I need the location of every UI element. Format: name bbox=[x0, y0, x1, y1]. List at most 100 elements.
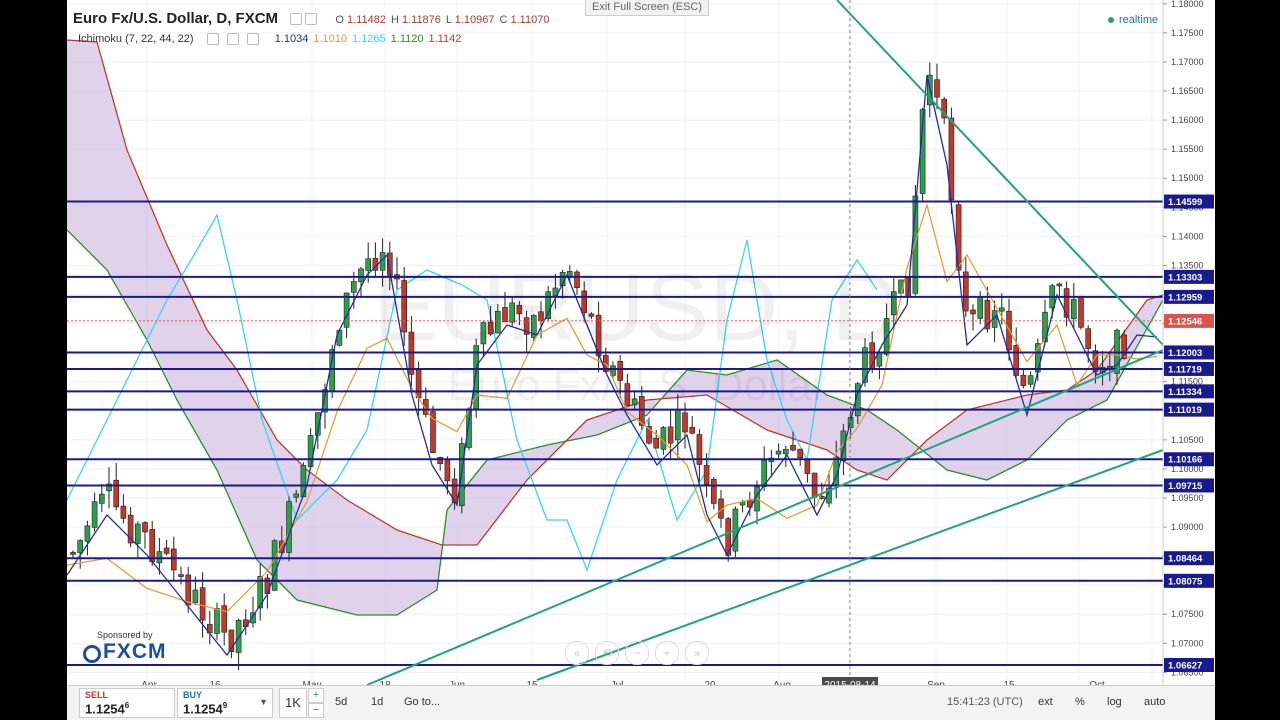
candle-body bbox=[653, 437, 660, 449]
settings-icon[interactable] bbox=[226, 33, 239, 46]
price-tick-label: 1.07000 bbox=[1171, 638, 1204, 648]
price-tick-label: 1.06500 bbox=[1171, 667, 1204, 677]
ohlc-key: C bbox=[499, 14, 508, 26]
eye-icon[interactable] bbox=[206, 33, 219, 46]
level-price-label: 1.08464 bbox=[1168, 554, 1203, 565]
candle-body bbox=[516, 304, 523, 315]
indicator-value: 1.1034 bbox=[274, 33, 309, 45]
close-icon[interactable] bbox=[246, 33, 259, 46]
level-price-label: 1.13303 bbox=[1168, 272, 1202, 283]
level-price-label: 1.12959 bbox=[1168, 292, 1202, 303]
indicator-name[interactable]: Ichimoku (7, 22, 44, 22) bbox=[78, 33, 194, 45]
candle-body bbox=[710, 478, 717, 504]
price-tick-label: 1.10500 bbox=[1171, 435, 1204, 445]
candle-body bbox=[451, 478, 458, 503]
price-tick-label: 1.10000 bbox=[1171, 464, 1204, 474]
candle-body bbox=[343, 292, 350, 328]
candle-body bbox=[962, 271, 969, 312]
level-price-label: 1.11019 bbox=[1168, 405, 1202, 416]
quantity-increase-button[interactable]: + bbox=[308, 688, 324, 703]
candle-body bbox=[135, 523, 141, 544]
dropdown-arrow-icon[interactable]: ▼ bbox=[259, 697, 268, 707]
candle-body bbox=[1085, 328, 1092, 349]
price-tick-label: 1.13500 bbox=[1171, 260, 1204, 270]
indicator-value: 1.1120 bbox=[390, 33, 424, 45]
quantity-field[interactable]: 1K bbox=[279, 688, 307, 718]
zoom-in-icon[interactable]: + bbox=[655, 641, 679, 665]
candle-body bbox=[955, 204, 962, 271]
settings-icon[interactable] bbox=[290, 13, 303, 26]
exit-fullscreen-button[interactable]: Exit Full Screen (ESC) bbox=[585, 0, 710, 16]
goto-button[interactable]: Go to... bbox=[404, 696, 441, 708]
candle-body bbox=[782, 449, 789, 455]
candle-body bbox=[322, 389, 328, 413]
range-1d-button[interactable]: 1d bbox=[371, 696, 384, 708]
senkou-span-b-line bbox=[67, 39, 1164, 546]
candle-body bbox=[437, 457, 444, 464]
reset-icon[interactable]: ⟲ bbox=[595, 641, 619, 665]
watermark-name: Euro Fx/U.S. Dollar bbox=[448, 361, 827, 410]
candle-body bbox=[703, 465, 710, 485]
tenkan-sen-line bbox=[67, 74, 1158, 657]
trend-line bbox=[836, 0, 1164, 346]
candle-body bbox=[1020, 374, 1027, 386]
level-price-badge bbox=[1164, 361, 1214, 376]
log-toggle[interactable]: log bbox=[1107, 696, 1122, 708]
level-price-badge bbox=[1164, 478, 1214, 493]
candle-body bbox=[178, 574, 184, 577]
indicator-value: 1.1010 bbox=[313, 33, 347, 45]
sell-price: 1.12546 bbox=[85, 701, 130, 717]
candle-body bbox=[415, 369, 422, 399]
range-5d-button[interactable]: 5d bbox=[335, 696, 348, 708]
buy-button[interactable]: BUY 1.12549 ▼ bbox=[177, 688, 273, 718]
candle-body bbox=[689, 426, 696, 434]
level-price-label: 1.12003 bbox=[1168, 348, 1202, 359]
price-tick-label: 1.11500 bbox=[1171, 377, 1203, 387]
candle-body bbox=[84, 525, 91, 542]
candle-body bbox=[487, 321, 494, 335]
candle-body bbox=[365, 258, 372, 271]
candle-body bbox=[725, 518, 732, 556]
scroll-left-icon[interactable]: « bbox=[565, 641, 589, 665]
candle-body bbox=[840, 430, 847, 462]
price-tick-label: 1.16000 bbox=[1171, 115, 1204, 125]
sell-button[interactable]: SELL 1.12546 bbox=[79, 688, 175, 718]
price-axis[interactable]: 1.18000 1.17500 1.17000 1.16500 1.16000 1.155… bbox=[1162, 0, 1215, 685]
symbol-title[interactable]: Euro Fx/U.S. Dollar, D, FXCM bbox=[73, 10, 279, 27]
auto-toggle[interactable]: auto bbox=[1144, 696, 1166, 708]
candle-body bbox=[984, 299, 991, 330]
candle-body bbox=[307, 435, 314, 467]
candle-body bbox=[106, 483, 112, 492]
chart-window: EURUSD, D Euro Fx/U.S. Dollar 1.18000 1.175… bbox=[67, 0, 1215, 720]
candle-body bbox=[142, 522, 148, 533]
brand-name: FXCM bbox=[103, 640, 167, 663]
level-price-badge bbox=[1164, 551, 1214, 566]
trading-toolbar: SELL 1.12546 BUY 1.12549 ▼ 1K + − 5d 1d … bbox=[67, 685, 1215, 720]
candle-body bbox=[70, 552, 76, 555]
level-price-label: 1.08075 bbox=[1168, 576, 1203, 587]
candle-body bbox=[1056, 283, 1063, 287]
level-price-label: 1.09715 bbox=[1168, 481, 1203, 492]
ext-toggle[interactable]: ext bbox=[1038, 696, 1053, 708]
candle-body bbox=[221, 605, 227, 633]
level-price-badge bbox=[1164, 573, 1214, 588]
price-tick-label: 1.17500 bbox=[1171, 28, 1204, 38]
candle-body bbox=[192, 589, 199, 603]
quantity-decrease-button[interactable]: − bbox=[308, 703, 324, 718]
price-tick-label: 1.17000 bbox=[1171, 57, 1204, 67]
ohlc-value: 1.11876 bbox=[398, 14, 441, 26]
candle-body bbox=[163, 547, 170, 554]
level-price-label: 1.11334 bbox=[1168, 387, 1203, 398]
price-tick-label: 1.15500 bbox=[1171, 144, 1204, 154]
close-icon[interactable] bbox=[305, 13, 318, 26]
level-price-badge bbox=[1164, 402, 1214, 417]
price-tick-label: 1.18000 bbox=[1171, 0, 1204, 9]
candle-body bbox=[509, 302, 516, 323]
scroll-right-icon[interactable]: » bbox=[685, 641, 709, 665]
percent-toggle[interactable]: % bbox=[1075, 696, 1085, 708]
candle-body bbox=[286, 501, 292, 553]
zoom-out-icon[interactable]: − bbox=[625, 641, 649, 665]
candle-body bbox=[862, 347, 868, 383]
indicator-values: 1.1034 1.1010 1.1265 1.1120 1.1142 bbox=[270, 33, 462, 45]
